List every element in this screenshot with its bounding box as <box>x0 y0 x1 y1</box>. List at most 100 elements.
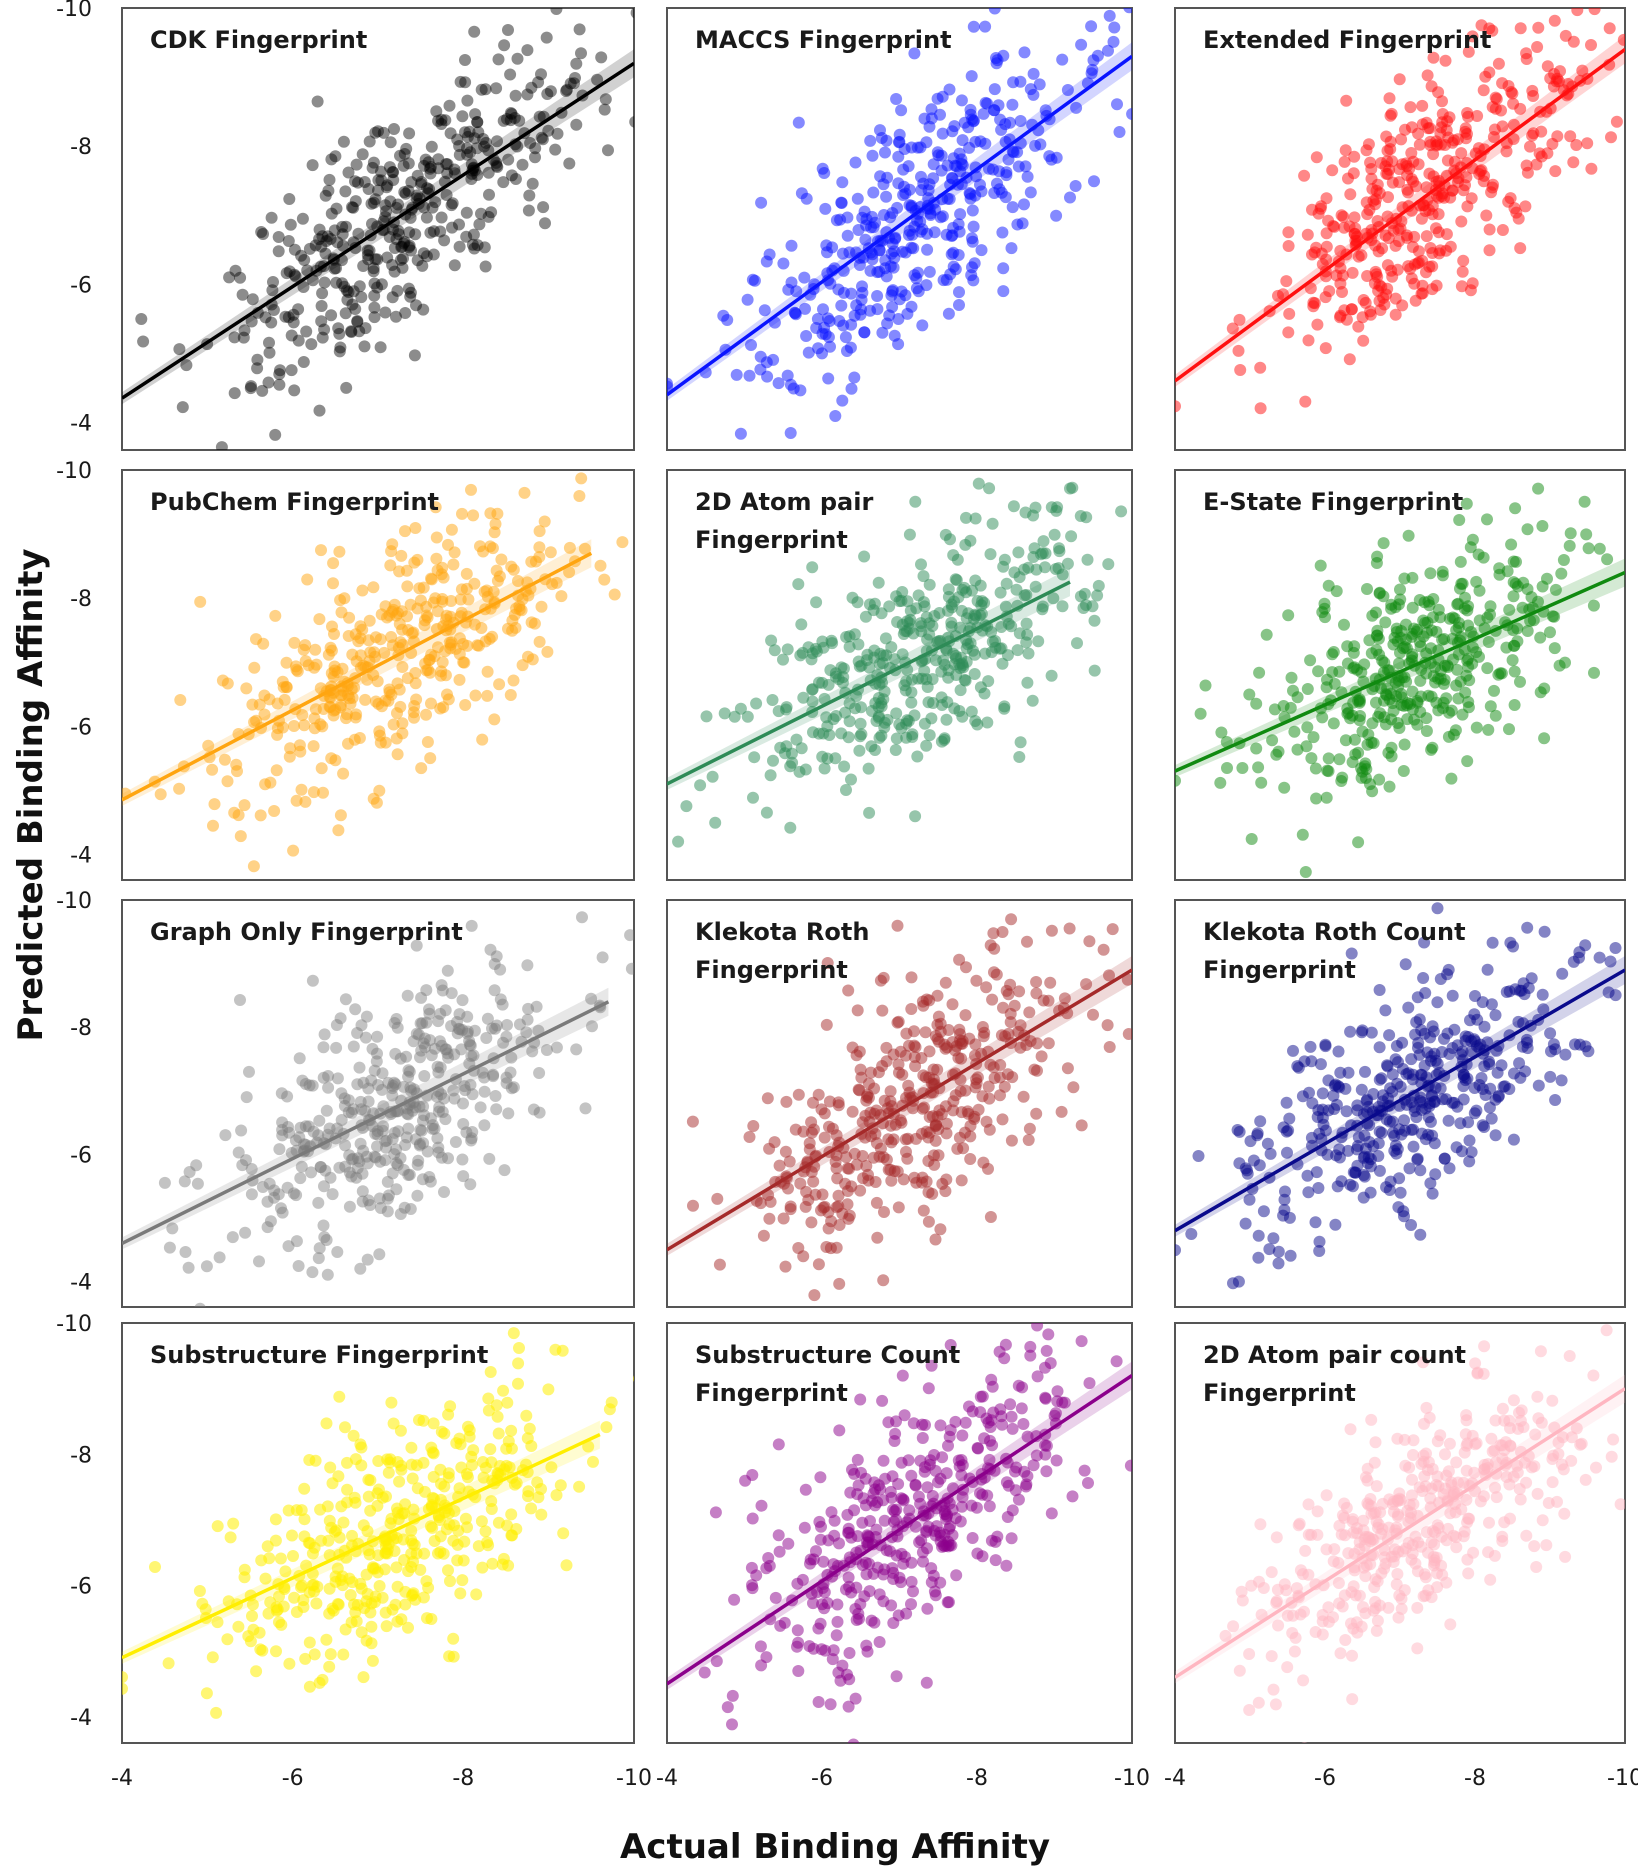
scatter-point <box>336 1579 349 1592</box>
scatter-point <box>1322 214 1335 227</box>
scatter-point <box>940 713 953 726</box>
scatter-point <box>916 319 929 332</box>
scatter-point <box>224 1531 237 1544</box>
scatter-point <box>908 47 921 60</box>
scatter-point <box>1075 1335 1088 1348</box>
scatter-point <box>509 173 522 185</box>
scatter-point <box>1236 762 1249 774</box>
scatter-point <box>1483 66 1496 79</box>
scatter-point <box>832 673 845 686</box>
scatter-point <box>286 1529 298 1542</box>
scatter-point <box>302 1120 315 1133</box>
scatter-point <box>489 1022 502 1035</box>
scatter-point <box>857 1172 870 1185</box>
scatter-point <box>645 1018 657 1030</box>
scatter-point <box>405 1441 418 1454</box>
scatter-point <box>475 83 488 96</box>
scatter-point <box>1304 654 1317 667</box>
scatter-point <box>339 1139 352 1152</box>
scatter-point <box>550 1489 563 1502</box>
scatter-point <box>1444 240 1457 253</box>
scatter-point <box>634 1300 646 1312</box>
scatter-point <box>395 1613 408 1626</box>
scatter-point <box>987 163 999 176</box>
scatter-point <box>535 1508 548 1521</box>
scatter-point <box>540 31 553 44</box>
scatter-point <box>486 1022 498 1035</box>
scatter-point <box>432 1066 445 1079</box>
scatter-point <box>371 1030 384 1043</box>
scatter-point <box>1524 140 1536 153</box>
scatter-point <box>512 1357 525 1370</box>
scatter-point <box>901 307 914 320</box>
scatter-point <box>1029 139 1042 152</box>
scatter-point <box>996 226 1009 239</box>
scatter-point <box>374 1202 387 1214</box>
scatter-point <box>1301 1742 1308 1743</box>
scatter-point <box>831 1598 844 1611</box>
scatter-point <box>323 1660 336 1673</box>
scatter-point <box>1460 1414 1473 1427</box>
scatter-point <box>240 1091 253 1104</box>
scatter-point <box>327 557 340 570</box>
scatter-point <box>346 201 358 214</box>
scatter-point <box>1359 1065 1371 1078</box>
scatter-point <box>760 255 773 268</box>
scatter-point <box>420 1016 433 1029</box>
scatter-point <box>1634 1494 1638 1506</box>
scatter-point <box>457 1554 470 1567</box>
scatter-point <box>1026 694 1039 707</box>
scatter-point <box>1042 1037 1055 1050</box>
scatter-point <box>370 796 383 809</box>
scatter-point <box>856 1559 869 1571</box>
scatter-point <box>1550 75 1563 88</box>
scatter-point <box>790 733 803 746</box>
scatter-point <box>273 1616 285 1629</box>
scatter-point <box>282 235 295 247</box>
scatter-point <box>315 315 328 328</box>
scatter-point <box>1485 1432 1498 1445</box>
scatter-point <box>482 1392 495 1405</box>
scatter-point <box>456 1574 469 1587</box>
scatter-point <box>1427 148 1440 161</box>
scatter-point <box>791 1640 803 1653</box>
scatter-point <box>469 689 482 702</box>
scatter-point <box>334 1012 347 1025</box>
scatter-point <box>333 1390 346 1403</box>
scatter-point <box>349 1606 362 1619</box>
scatter-point <box>366 1120 379 1133</box>
scatter-point <box>320 1104 333 1117</box>
scatter-point <box>381 1453 394 1466</box>
scatter-point <box>347 1152 360 1165</box>
scatter-point <box>953 299 965 311</box>
scatter-point <box>1579 1473 1592 1486</box>
scatter-point <box>1027 67 1040 80</box>
scatter-point <box>824 277 837 290</box>
scatter-point <box>342 166 355 179</box>
scatter-point <box>555 590 568 603</box>
scatter-point <box>1319 342 1332 355</box>
scatter-point <box>402 1621 414 1634</box>
scatter-point <box>422 156 435 169</box>
scatter-point <box>324 1171 337 1184</box>
scatter-point <box>839 331 852 344</box>
scatter-point <box>338 1099 351 1112</box>
scatter-point <box>465 483 477 496</box>
scatter-point <box>988 104 1000 117</box>
scatter-point <box>342 1094 355 1107</box>
scatter-point <box>823 1095 836 1108</box>
scatter-point <box>1435 1559 1448 1572</box>
scatter-point <box>1533 147 1546 160</box>
scatter-point <box>541 88 554 100</box>
scatter-point <box>256 384 269 397</box>
scatter-point <box>741 293 754 306</box>
scatter-point <box>711 1192 724 1205</box>
scatter-point <box>1585 39 1597 51</box>
scatter-point <box>1582 542 1595 555</box>
scatter-point <box>1283 1112 1296 1125</box>
scatter-point <box>433 1101 446 1114</box>
scatter-point <box>799 302 811 315</box>
scatter-point <box>1110 1355 1123 1368</box>
scatter-point <box>1175 400 1181 413</box>
scatter-point <box>698 1666 711 1679</box>
